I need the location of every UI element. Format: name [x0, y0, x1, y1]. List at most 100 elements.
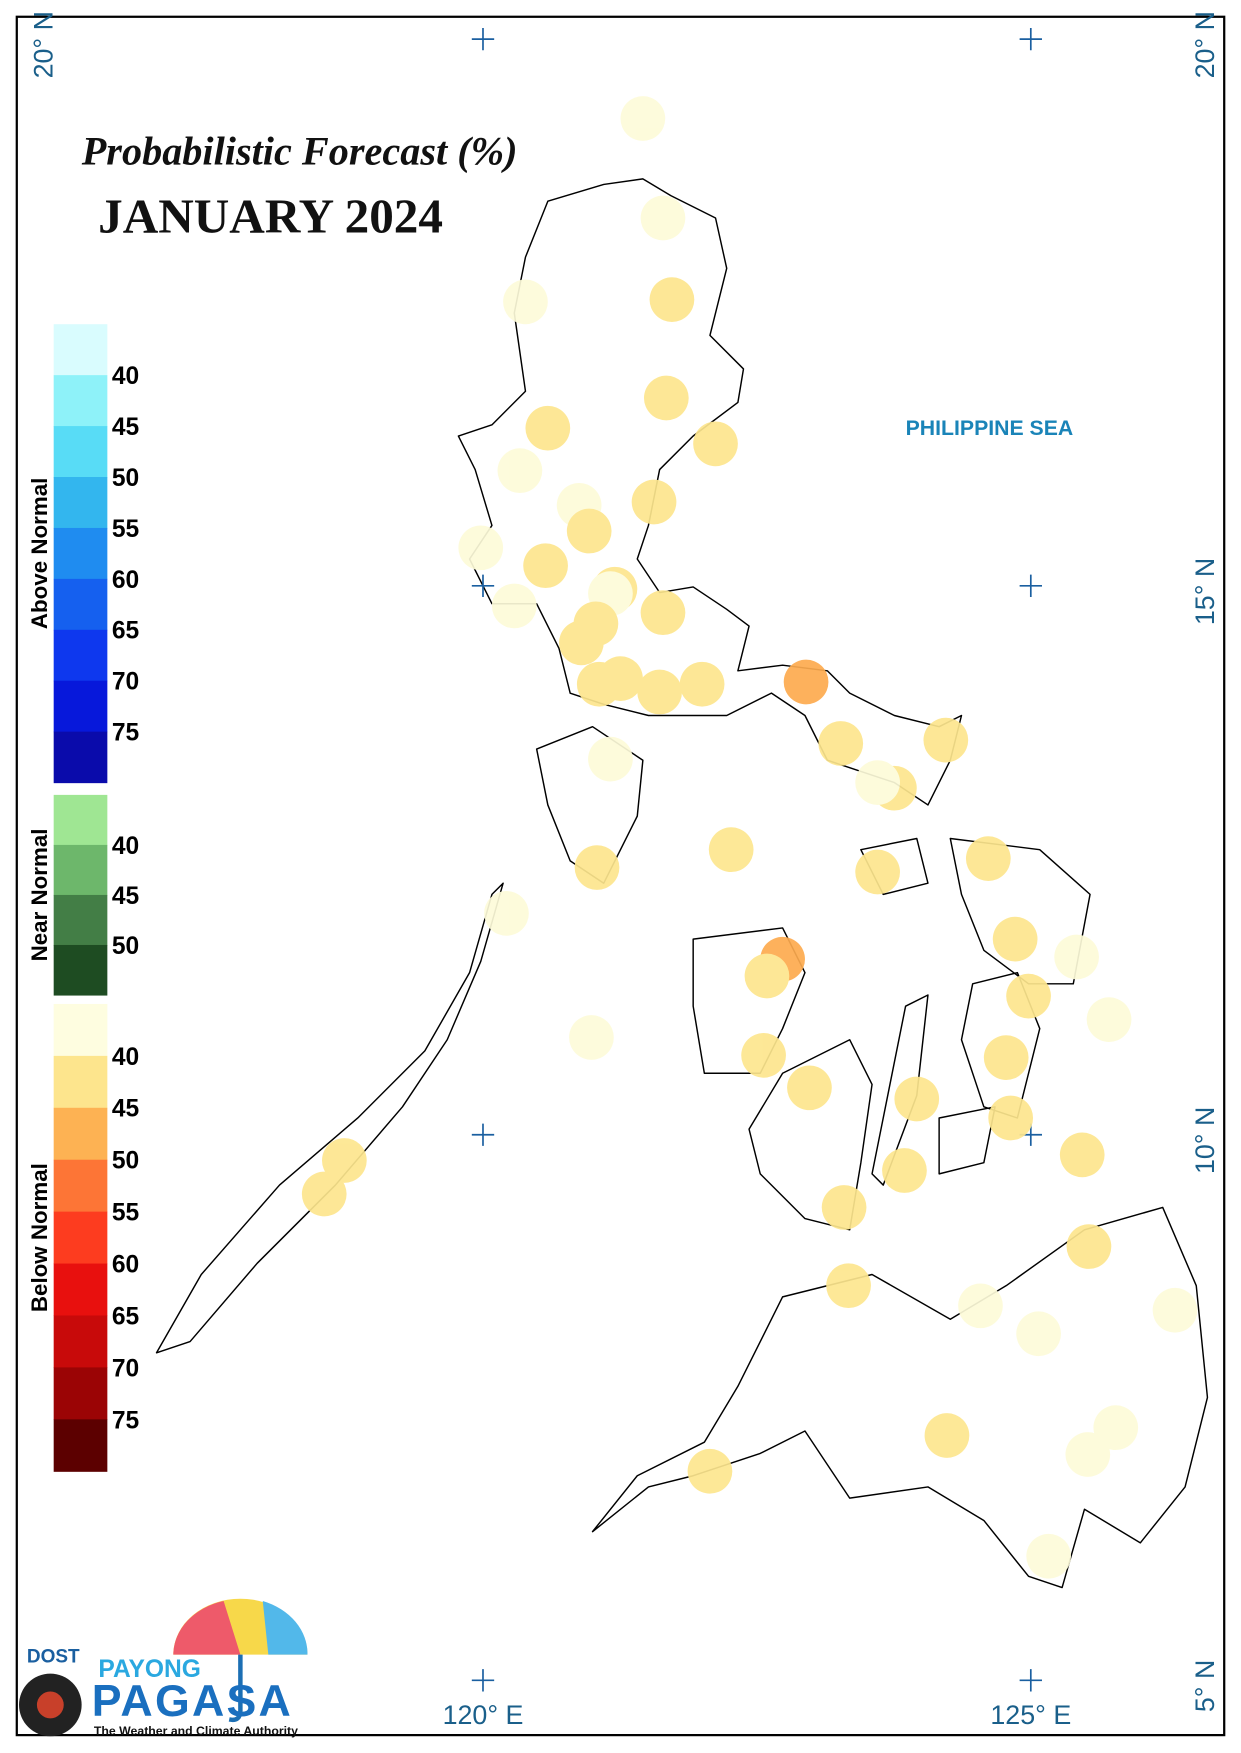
logo-brand: PAGASA: [92, 1677, 293, 1726]
station-dot: [1059, 1132, 1105, 1178]
station-dot: [1026, 1533, 1072, 1579]
graticule-marks: [471, 27, 1042, 1692]
legend-label: 55: [112, 1200, 139, 1227]
legend-swatch: [53, 578, 108, 631]
legend-label: 45: [112, 1096, 139, 1123]
lat-label: 20° N: [1190, 11, 1220, 78]
axis-labels: 20° N 20° N 15° N 10° N 5° N 120° E 125° E: [29, 11, 1221, 1730]
lon-label: 125° E: [990, 1700, 1071, 1730]
station-dot: [649, 277, 695, 322]
station-dot: [988, 1095, 1034, 1141]
station-dot: [588, 736, 633, 782]
station-dot: [525, 405, 571, 451]
umbrella-panel: [173, 1600, 241, 1655]
station-dot: [1152, 1287, 1198, 1333]
map-frame: [15, 15, 1226, 1737]
sea-label: PHILIPPINE SEA: [906, 416, 1074, 440]
station-dot: [321, 1138, 367, 1183]
station-dot: [744, 953, 790, 999]
legend-swatch: [53, 1419, 108, 1472]
legend-label: 50: [112, 933, 139, 960]
legend-label: 55: [112, 516, 139, 543]
logo-brand-top: PAYONG: [98, 1656, 200, 1683]
legend-swatch: [53, 1211, 108, 1265]
station-dot: [787, 1065, 832, 1111]
legend-swatch: [53, 1107, 108, 1161]
legend-swatch: [53, 1003, 108, 1057]
station-dot: [458, 525, 504, 571]
legend-label: 45: [112, 414, 139, 441]
palawan: [155, 882, 504, 1354]
legend-label: 50: [112, 465, 139, 492]
station-dot: [1016, 1311, 1061, 1357]
station-dot: [992, 916, 1038, 962]
station-dot: [958, 1283, 1003, 1329]
station-dot: [497, 448, 543, 494]
logo: DOST PAYONG PAGASA The Weather and Clima…: [19, 1598, 308, 1738]
umbrella-panel: [262, 1600, 308, 1655]
legend-label: 65: [112, 618, 139, 645]
legend-swatch: [53, 527, 108, 580]
station-dots: [301, 96, 1198, 1579]
station-dot: [1065, 1432, 1111, 1477]
legend-label: 40: [112, 363, 139, 390]
station-dot: [301, 1171, 347, 1217]
legend-label: 60: [112, 567, 139, 594]
legend-label: 60: [112, 1252, 139, 1279]
legend-label: 65: [112, 1303, 139, 1330]
legend-label: 75: [112, 720, 139, 747]
station-dot: [598, 656, 643, 701]
legend-group-label: Near Normal: [27, 829, 52, 962]
legend-swatch: [53, 844, 108, 896]
station-dot: [821, 1185, 867, 1230]
lat-label: 5° N: [1190, 1660, 1220, 1712]
station-dot: [855, 760, 900, 805]
legend-swatch: [53, 894, 108, 946]
station-dot: [894, 1076, 940, 1122]
mindoro: [535, 725, 644, 884]
legend-label: 75: [112, 1407, 139, 1434]
station-dot: [559, 620, 604, 666]
station-dot: [826, 1263, 871, 1309]
lat-label: 20° N: [29, 11, 59, 78]
legend-group-label: Below Normal: [27, 1163, 52, 1312]
station-dot: [708, 827, 754, 873]
station-dot: [1006, 973, 1051, 1019]
legend-group-label: Above Normal: [27, 478, 52, 629]
station-dot: [523, 543, 568, 589]
station-dot: [574, 845, 620, 890]
legend-label: 40: [112, 1044, 139, 1071]
station-dot: [637, 669, 682, 715]
station-dot: [983, 1035, 1029, 1080]
legend-label: 50: [112, 1148, 139, 1175]
legend-swatch: [53, 1159, 108, 1213]
station-dot: [679, 661, 725, 707]
legend-label: 70: [112, 1355, 139, 1382]
station-dot: [1054, 934, 1099, 980]
legend-swatch: [53, 731, 108, 784]
grid-crosses: [471, 27, 1042, 1692]
station-dot: [855, 849, 900, 895]
station-dot: [569, 1015, 614, 1060]
station-dot: [640, 590, 686, 636]
logo-tagline: The Weather and Climate Authority: [94, 1724, 298, 1738]
station-dot: [693, 421, 738, 467]
station-dot: [491, 583, 537, 629]
samar: [949, 837, 1091, 985]
legend-swatch: [53, 375, 108, 427]
station-dot: [965, 836, 1011, 881]
station-dot: [620, 96, 666, 141]
station-dot: [783, 659, 829, 705]
legend-label: 45: [112, 883, 139, 910]
legend-swatch: [53, 1055, 108, 1109]
cebu: [871, 994, 929, 1186]
station-dot: [882, 1148, 927, 1193]
legend-swatch: [53, 794, 108, 846]
legend-swatch: [53, 629, 108, 682]
legend-swatch: [53, 1263, 108, 1317]
station-dot: [741, 1033, 786, 1078]
station-dot: [923, 717, 969, 763]
station-dot: [1093, 1405, 1139, 1451]
